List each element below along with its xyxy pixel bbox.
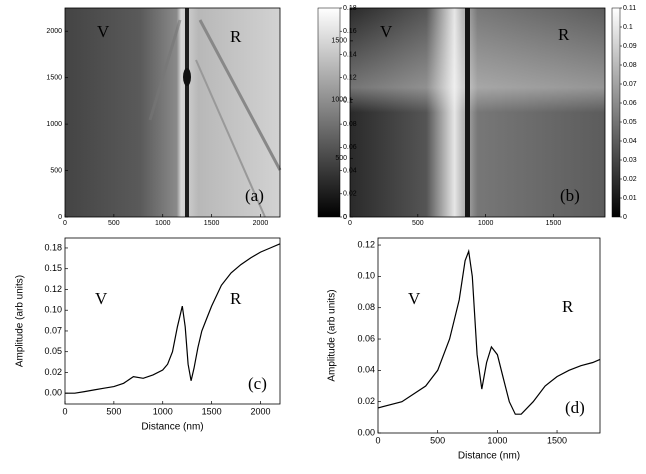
line <box>377 248 601 415</box>
y-tick-label: 0.00 <box>44 388 62 398</box>
y-tick-label: 1000 <box>46 121 62 128</box>
x-tick-label: 0 <box>63 220 67 227</box>
y-tick-label: 0.10 <box>357 271 375 281</box>
colorbar-tick-label: 0.06 <box>623 100 637 107</box>
colorbar-tick-label: 0 <box>343 214 347 221</box>
region-label: V <box>95 289 108 308</box>
plot-frame <box>377 237 601 434</box>
y-tick-label: 0.18 <box>44 242 62 252</box>
y-tick-label: 0.08 <box>357 302 375 312</box>
y-tick-label: 0 <box>58 214 62 221</box>
y-tick-label: 0.05 <box>44 346 62 356</box>
colorbar-tick-label: 0.07 <box>623 81 637 88</box>
y-tick-label: 500 <box>335 155 347 162</box>
colorbar-tick-label: 0.04 <box>623 138 637 145</box>
plot-frame <box>64 237 281 405</box>
colorbar-tick-label: 0.02 <box>623 176 637 183</box>
image-b <box>350 8 605 217</box>
panel-label: (b) <box>560 186 580 205</box>
y-tick-label: 500 <box>50 167 62 174</box>
x-tick-label: 500 <box>106 406 121 416</box>
x-tick-label: 2000 <box>250 406 270 416</box>
region-label: R <box>558 25 570 44</box>
y-tick-label: 0.10 <box>44 305 62 315</box>
region-label: R <box>230 289 242 308</box>
line <box>65 243 281 394</box>
colorbar-tick-label: 0.11 <box>623 5 636 12</box>
panel-label: (d) <box>565 398 585 417</box>
y-tick-label: 2000 <box>46 28 62 35</box>
y-tick-label: 0.02 <box>44 367 62 377</box>
x-tick-label: 2000 <box>253 220 269 227</box>
x-tick-label: 1500 <box>204 220 220 227</box>
x-tick-label: 500 <box>430 435 445 445</box>
region-label: V <box>380 22 393 41</box>
y-tick-label: 0.12 <box>44 284 62 294</box>
panel-label: (c) <box>248 374 267 393</box>
y-tick-label: 0.02 <box>357 396 375 406</box>
panel-label: (a) <box>245 186 264 205</box>
x-axis-label: Distance (nm) <box>141 422 203 433</box>
x-tick-label: 1000 <box>155 220 171 227</box>
colorbar-b <box>611 7 621 218</box>
x-axis-label: Distance (nm) <box>458 451 520 462</box>
x-tick-label: 1500 <box>547 435 567 445</box>
y-tick-label: 0.15 <box>44 263 62 273</box>
colorbar-tick-label: 0 <box>623 214 627 221</box>
x-tick-label: 1500 <box>202 406 222 416</box>
plot-frame <box>349 7 606 218</box>
colorbar-tick-label: 0.01 <box>623 195 637 202</box>
x-tick-label: 0 <box>348 220 352 227</box>
colorbar-tick-label: 0.1 <box>343 98 353 105</box>
x-tick-label: 1000 <box>478 220 494 227</box>
colorbar-a <box>317 7 341 218</box>
image-a <box>65 8 282 218</box>
y-axis-label: Amplitude (arb units) <box>15 275 26 367</box>
colorbar-tick-label: 0.09 <box>623 43 637 50</box>
y-tick-label: 0.06 <box>357 333 375 343</box>
colorbar-tick-label: 0.08 <box>623 62 637 69</box>
region-label: V <box>97 22 110 41</box>
y-axis-label: Amplitude (arb units) <box>327 289 338 381</box>
y-tick-label: 0.07 <box>44 325 62 335</box>
colorbar-tick-label: 0.1 <box>623 24 633 31</box>
x-tick-label: 1000 <box>487 435 507 445</box>
y-tick-label: 1500 <box>331 38 347 45</box>
y-tick-label: 0 <box>343 214 347 221</box>
region-label: V <box>408 289 421 308</box>
y-tick-label: 1000 <box>331 96 347 103</box>
y-tick-label: 0.12 <box>357 239 375 249</box>
plot-frame <box>64 7 281 218</box>
x-tick-label: 500 <box>108 220 120 227</box>
colorbar-tick-label: 0.03 <box>623 157 637 164</box>
x-tick-label: 500 <box>412 220 424 227</box>
y-tick-label: 0.04 <box>357 365 375 375</box>
x-tick-label: 1000 <box>153 406 173 416</box>
x-tick-label: 1500 <box>546 220 562 227</box>
x-tick-label: 0 <box>375 435 380 445</box>
y-tick-label: 0.00 <box>357 427 375 437</box>
colorbar-tick-label: 0.05 <box>623 119 637 126</box>
region-label: R <box>230 27 242 46</box>
x-tick-label: 0 <box>62 406 67 416</box>
region-label: R <box>562 297 574 316</box>
y-tick-label: 1500 <box>46 75 62 82</box>
